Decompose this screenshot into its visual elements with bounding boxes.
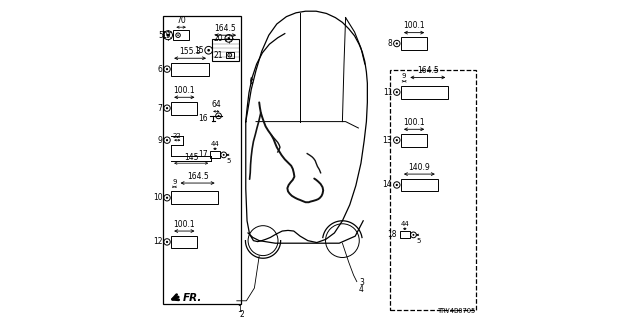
Circle shape — [396, 139, 398, 141]
Text: 164.5: 164.5 — [214, 24, 236, 33]
Text: 17: 17 — [198, 150, 207, 159]
Text: 5: 5 — [416, 238, 420, 244]
Text: 18: 18 — [388, 230, 397, 239]
Text: 164.5: 164.5 — [417, 66, 438, 75]
Bar — [400, 231, 410, 238]
Text: TRV4B0705: TRV4B0705 — [438, 308, 476, 314]
Bar — [172, 102, 197, 115]
Circle shape — [227, 37, 230, 40]
Circle shape — [166, 107, 168, 109]
Bar — [401, 86, 449, 99]
Text: 11: 11 — [383, 88, 392, 97]
Circle shape — [166, 139, 168, 141]
Text: 15: 15 — [195, 46, 204, 55]
Bar — [226, 52, 234, 58]
Bar — [172, 236, 197, 248]
Text: 164.5: 164.5 — [187, 172, 209, 181]
Text: 12: 12 — [153, 237, 163, 246]
Text: 140.9: 140.9 — [408, 163, 430, 172]
Circle shape — [223, 154, 225, 156]
Text: 14: 14 — [383, 180, 392, 189]
Text: 5: 5 — [227, 158, 230, 164]
Circle shape — [166, 196, 168, 199]
Text: 44: 44 — [401, 221, 409, 227]
Bar — [401, 179, 438, 191]
Text: 6: 6 — [157, 65, 163, 74]
Bar — [210, 151, 220, 158]
Bar — [172, 191, 218, 204]
Text: 10: 10 — [153, 193, 163, 202]
Bar — [163, 16, 241, 304]
Bar — [212, 39, 239, 61]
Bar — [401, 37, 428, 50]
Text: 2: 2 — [239, 310, 244, 319]
Text: 100.1: 100.1 — [173, 86, 195, 95]
Text: 20: 20 — [214, 34, 223, 43]
Text: 13: 13 — [383, 136, 392, 145]
Text: 8: 8 — [388, 39, 392, 48]
Text: 100.1: 100.1 — [173, 220, 195, 229]
Circle shape — [396, 91, 398, 93]
Text: 100.1: 100.1 — [403, 21, 425, 30]
Text: 4: 4 — [359, 285, 364, 294]
Circle shape — [396, 184, 398, 186]
Text: 16: 16 — [198, 114, 207, 123]
Text: 5: 5 — [158, 31, 163, 40]
Text: 22: 22 — [173, 132, 182, 139]
Circle shape — [396, 42, 398, 44]
Bar — [390, 70, 476, 310]
Circle shape — [413, 234, 415, 236]
Text: FR.: FR. — [183, 293, 202, 303]
Text: 9: 9 — [402, 73, 406, 79]
Bar — [172, 63, 209, 76]
Text: 7: 7 — [157, 104, 163, 113]
Circle shape — [166, 34, 170, 37]
Text: 9: 9 — [157, 136, 163, 145]
Bar — [173, 30, 189, 40]
Text: 21: 21 — [214, 51, 223, 60]
Text: 70: 70 — [176, 16, 186, 25]
Text: 100.1: 100.1 — [403, 118, 425, 127]
Text: 44: 44 — [211, 141, 220, 147]
Text: 9: 9 — [172, 179, 177, 185]
Circle shape — [229, 54, 230, 56]
Text: 3: 3 — [359, 278, 364, 287]
Text: 19: 19 — [161, 31, 171, 40]
Circle shape — [177, 35, 179, 36]
Text: 155.3: 155.3 — [179, 47, 201, 56]
Text: 64: 64 — [211, 100, 221, 109]
Bar — [401, 134, 428, 147]
Circle shape — [166, 241, 168, 243]
Text: 1: 1 — [237, 305, 242, 314]
Circle shape — [218, 115, 220, 117]
Circle shape — [166, 68, 168, 70]
Circle shape — [207, 49, 210, 52]
Text: 145: 145 — [184, 153, 198, 162]
